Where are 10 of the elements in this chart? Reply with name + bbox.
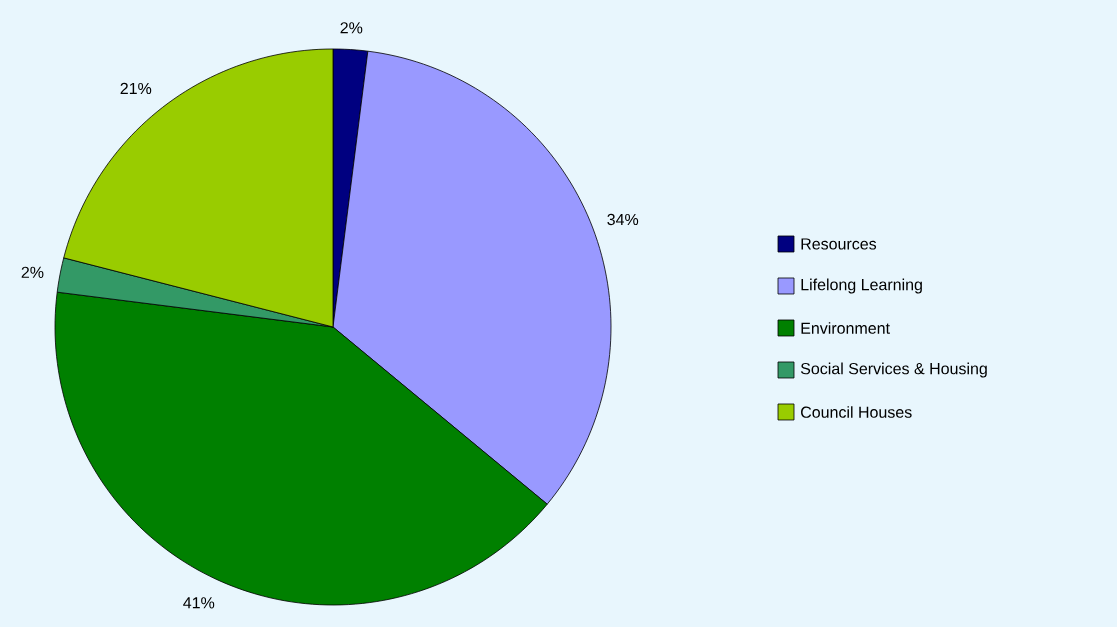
data-label: 34%	[607, 213, 639, 226]
data-label: 41%	[183, 597, 215, 609]
data-label: 2%	[340, 22, 363, 34]
legend-label: Lifelong Learning	[801, 278, 922, 294]
legend-label: Environment	[801, 322, 890, 334]
legend-label: Social Services & Housing	[800, 362, 987, 378]
data-label: 21%	[120, 82, 152, 95]
legend-label: Council Houses	[801, 406, 912, 418]
legend-label: Resources	[801, 238, 877, 250]
data-label: 2%	[21, 266, 44, 278]
